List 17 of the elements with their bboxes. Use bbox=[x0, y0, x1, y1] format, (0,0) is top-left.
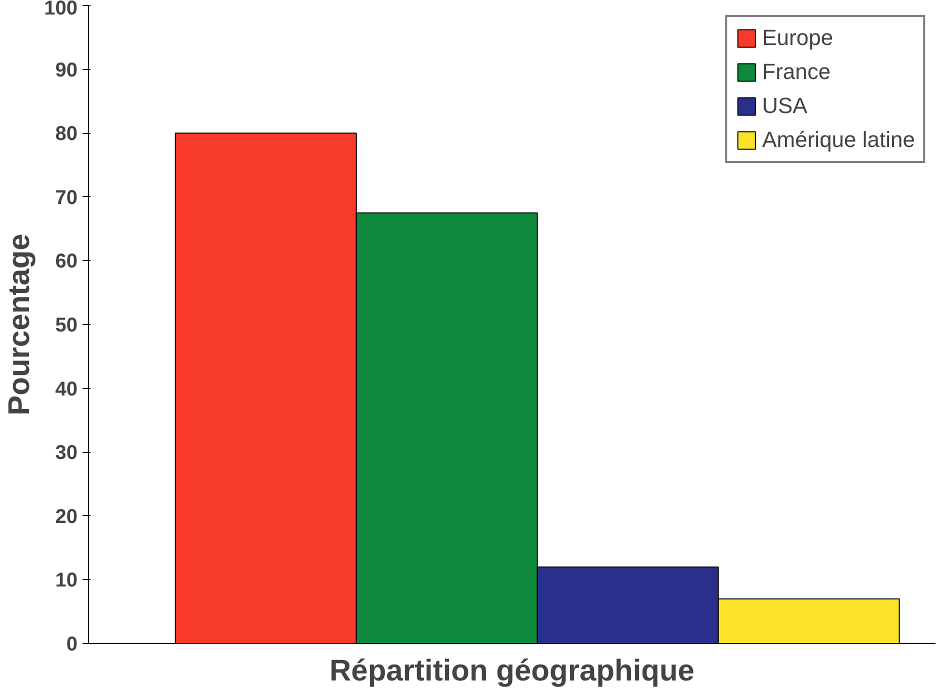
y-tick-label: 90 bbox=[55, 59, 78, 82]
legend-label: France bbox=[762, 59, 831, 85]
x-axis-title: Répartition géographique bbox=[329, 654, 695, 688]
legend-label: USA bbox=[762, 93, 808, 119]
y-tick-label: 0 bbox=[66, 634, 78, 656]
y-tick-label: 10 bbox=[55, 570, 78, 592]
y-tick-label: 40 bbox=[55, 378, 78, 400]
y-tick-label: 70 bbox=[55, 186, 78, 209]
legend-label: Europe bbox=[762, 25, 834, 51]
y-tick-label: 30 bbox=[55, 442, 78, 464]
y-axis-title: Pourcentage bbox=[3, 234, 36, 416]
y-tick-label: 60 bbox=[55, 250, 78, 273]
y-tick-label: 100 bbox=[44, 0, 78, 20]
y-tick-label: 80 bbox=[55, 123, 78, 146]
y-tick-label: 20 bbox=[55, 506, 78, 528]
legend-label: Amérique latine bbox=[762, 127, 915, 153]
y-tick-label: 50 bbox=[55, 314, 78, 336]
